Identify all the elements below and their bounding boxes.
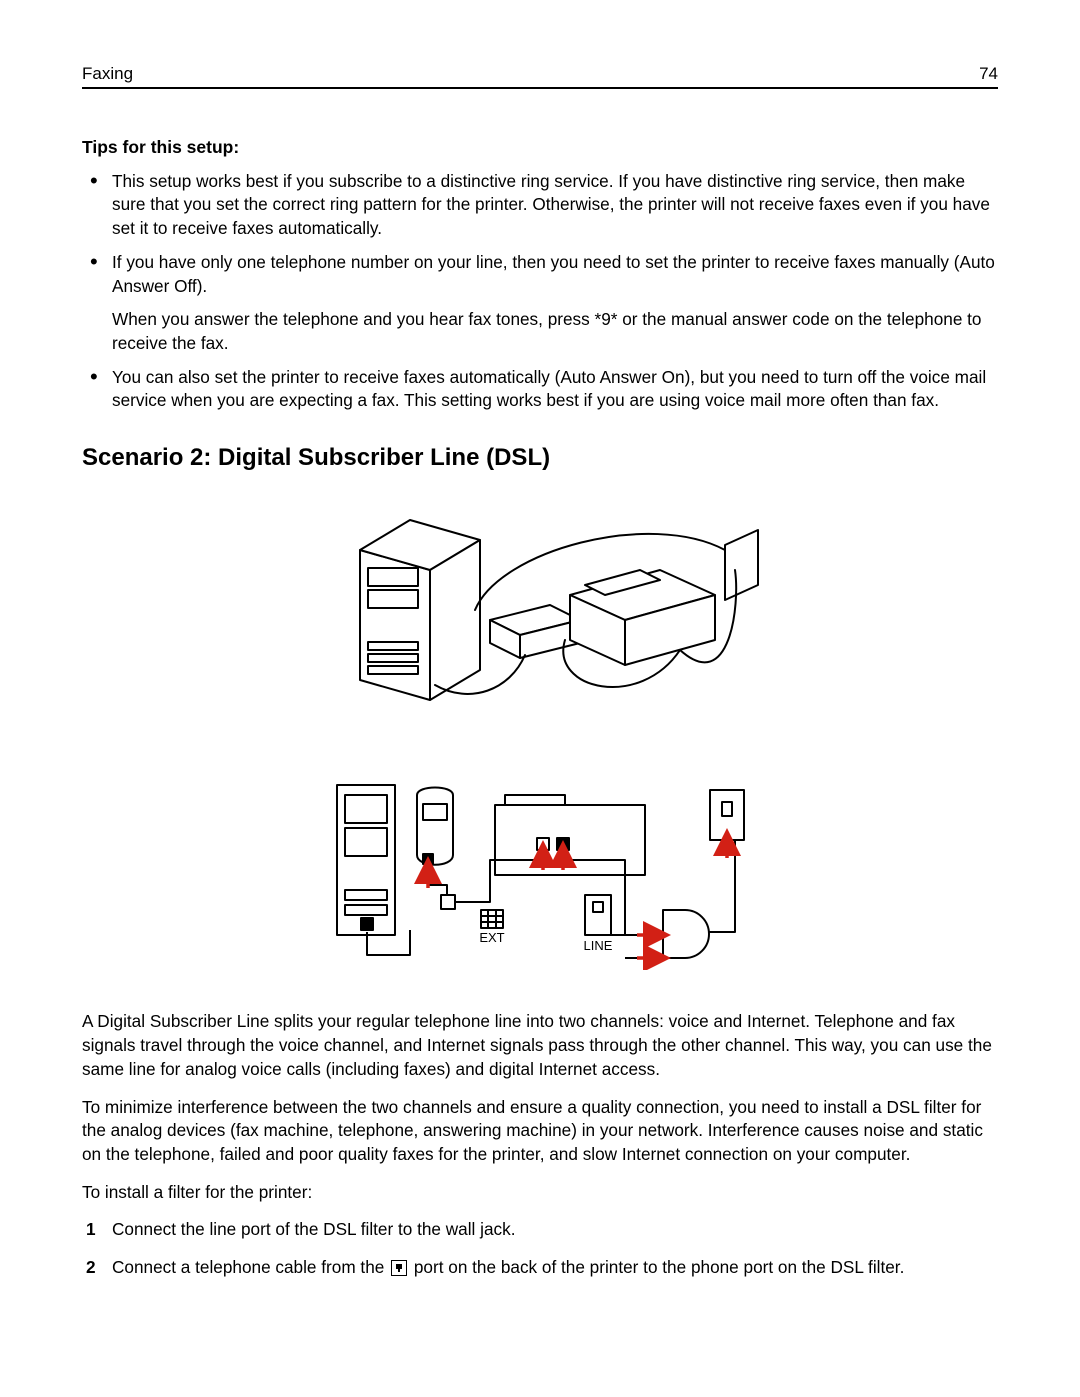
step-text-post: port on the back of the printer to the p… [409,1257,904,1277]
header-page-number: 74 [979,62,998,85]
install-steps: Connect the line port of the DSL filter … [82,1218,998,1279]
ext-label: EXT [479,930,504,945]
page-header: Faxing 74 [82,62,998,89]
tip-item: This setup works best if you subscribe t… [108,170,998,241]
scenario-para-2: To minimize interference between the two… [82,1096,998,1167]
line-label: LINE [584,938,613,953]
scenario-para-3: To install a filter for the printer: [82,1181,998,1205]
step-text: Connect the line port of the DSL filter … [112,1219,515,1239]
tip-item: If you have only one telephone number on… [108,251,998,356]
scenario-heading: Scenario 2: Digital Subscriber Line (DSL… [82,441,998,474]
dsl-setup-isometric-diagram [320,490,760,720]
diagram-2-wrap: EXT LINE [82,760,998,970]
tip-text: This setup works best if you subscribe t… [112,170,998,241]
scenario-para-1: A Digital Subscriber Line splits your re… [82,1010,998,1081]
step-item: Connect a telephone cable from the port … [108,1256,998,1280]
step-item: Connect the line port of the DSL filter … [108,1218,998,1242]
dsl-connection-schematic-diagram: EXT LINE [325,760,755,970]
line-port-icon [391,1260,407,1276]
tip-item: You can also set the printer to receive … [108,366,998,413]
tip-text: If you have only one telephone number on… [112,251,998,298]
tips-list: This setup works best if you subscribe t… [82,170,998,414]
diagram-1-wrap [82,490,998,720]
step-text-pre: Connect a telephone cable from the [112,1257,389,1277]
tip-text: When you answer the telephone and you he… [112,308,998,355]
tip-text: You can also set the printer to receive … [112,366,998,413]
header-section: Faxing [82,62,133,85]
tips-heading: Tips for this setup: [82,135,998,159]
